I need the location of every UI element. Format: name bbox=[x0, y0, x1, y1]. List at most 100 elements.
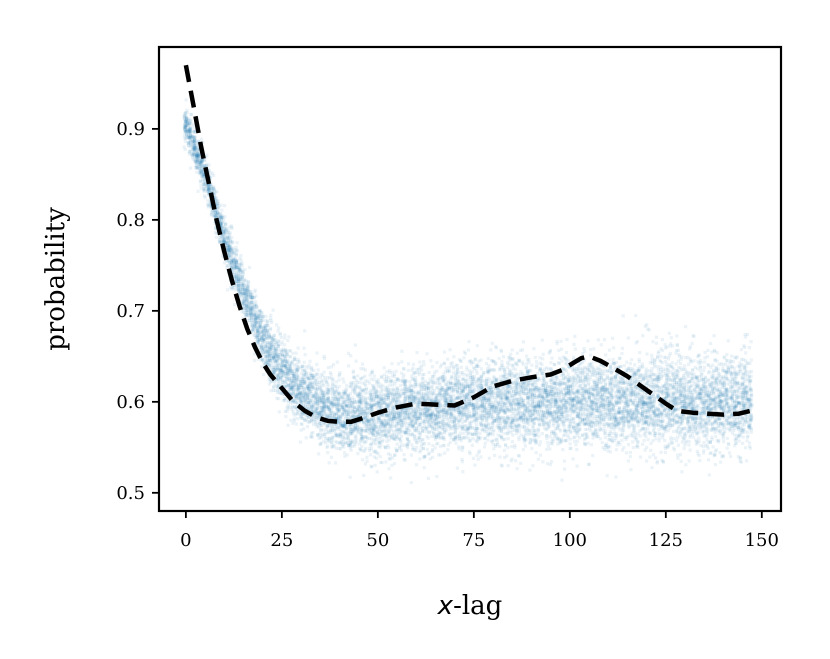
scatter-point bbox=[279, 335, 283, 340]
scatter-point bbox=[322, 370, 326, 374]
scatter-point bbox=[208, 185, 212, 189]
scatter-point bbox=[254, 318, 258, 322]
scatter-point bbox=[238, 256, 242, 260]
scatter-point bbox=[275, 358, 279, 362]
scatter-point bbox=[285, 360, 289, 364]
scatter-point bbox=[199, 167, 203, 171]
scatter-point bbox=[264, 332, 269, 336]
scatter-point bbox=[330, 438, 334, 442]
scatter-point bbox=[386, 393, 390, 397]
scatter-point bbox=[281, 358, 285, 362]
scatter-point bbox=[255, 338, 259, 342]
scatter-point bbox=[278, 370, 282, 374]
scatter-point bbox=[340, 424, 344, 428]
scatter-point bbox=[276, 362, 280, 366]
scatter-point bbox=[265, 347, 270, 351]
scatter-point bbox=[200, 158, 204, 162]
scatter-point bbox=[254, 331, 258, 335]
scatter-point bbox=[228, 246, 232, 250]
scatter-point bbox=[224, 241, 228, 245]
scatter-point bbox=[283, 379, 287, 383]
scatter-point bbox=[286, 383, 290, 387]
scatter-point bbox=[319, 435, 323, 440]
scatter-point bbox=[348, 392, 353, 396]
scatter-point bbox=[187, 122, 191, 126]
scatter-point bbox=[229, 248, 233, 252]
scatter-point bbox=[188, 140, 192, 144]
scatter-point bbox=[235, 274, 239, 278]
scatter-point bbox=[223, 215, 227, 219]
scatter-point bbox=[216, 207, 220, 211]
scatter-point bbox=[252, 327, 256, 331]
scatter-point bbox=[226, 236, 230, 240]
scatter-point bbox=[275, 366, 279, 370]
scatter-point bbox=[245, 298, 249, 302]
scatter-point bbox=[262, 362, 266, 366]
scatter-point bbox=[202, 178, 207, 182]
scatter-point bbox=[252, 307, 256, 311]
scatter-point bbox=[267, 333, 271, 337]
scatter-point bbox=[248, 311, 252, 315]
scatter-point bbox=[375, 382, 379, 386]
scatter-point bbox=[250, 300, 254, 304]
scatter-point bbox=[293, 377, 297, 381]
scatter-point bbox=[423, 454, 427, 458]
scatter-point bbox=[252, 304, 256, 308]
scatter-point bbox=[219, 215, 223, 219]
scatter-point bbox=[248, 293, 252, 297]
scatter-point bbox=[241, 310, 246, 314]
scatter-point bbox=[184, 125, 188, 129]
scatter-point bbox=[310, 368, 314, 372]
scatter-point bbox=[275, 355, 279, 359]
scatter-point bbox=[192, 137, 196, 141]
scatter-point bbox=[233, 266, 237, 270]
scatter-point bbox=[214, 235, 219, 239]
scatter-point bbox=[241, 306, 245, 310]
scatter-point bbox=[364, 383, 368, 387]
scatter-point bbox=[183, 125, 187, 129]
scatter-point bbox=[261, 333, 265, 337]
scatter-point bbox=[294, 407, 298, 411]
scatter-point bbox=[284, 380, 288, 384]
scatter-point bbox=[277, 390, 281, 394]
scatter-point bbox=[226, 246, 230, 250]
scatter-point bbox=[275, 377, 279, 381]
scatter-point bbox=[237, 278, 241, 282]
scatter-point bbox=[435, 474, 439, 479]
scatter-point bbox=[409, 419, 413, 423]
scatter-point bbox=[296, 388, 300, 392]
scatter-point bbox=[290, 404, 295, 408]
scatter-point bbox=[453, 430, 457, 434]
scatter-point bbox=[231, 259, 235, 263]
scatter-point bbox=[296, 394, 300, 398]
scatter-point bbox=[217, 238, 221, 242]
scatter-point bbox=[195, 162, 199, 166]
scatter-point bbox=[259, 310, 263, 315]
scatter-point bbox=[235, 284, 239, 288]
scatter-point bbox=[422, 442, 426, 446]
scatter-point bbox=[202, 183, 207, 187]
scatter-point bbox=[297, 396, 301, 400]
scatter-point bbox=[188, 131, 192, 135]
scatter-point bbox=[212, 195, 216, 199]
scatter-point bbox=[298, 397, 302, 402]
scatter-point bbox=[221, 230, 225, 234]
scatter-point bbox=[276, 342, 280, 346]
scatter-point bbox=[212, 214, 216, 219]
scatter-point bbox=[199, 174, 204, 178]
scatter-point bbox=[239, 284, 243, 288]
scatter-point bbox=[306, 390, 310, 394]
scatter-point bbox=[302, 346, 306, 350]
scatter-point bbox=[242, 277, 246, 281]
scatter-point bbox=[191, 140, 195, 144]
scatter-point bbox=[294, 394, 298, 398]
scatter-point bbox=[234, 279, 238, 283]
scatter-point bbox=[271, 353, 275, 358]
scatter-point bbox=[222, 228, 226, 233]
scatter-point bbox=[278, 362, 282, 366]
scatter-point bbox=[242, 299, 246, 303]
scatter-point bbox=[279, 368, 283, 372]
scatter-point bbox=[309, 400, 313, 404]
scatter-point bbox=[183, 127, 187, 131]
scatter-point bbox=[416, 416, 421, 420]
